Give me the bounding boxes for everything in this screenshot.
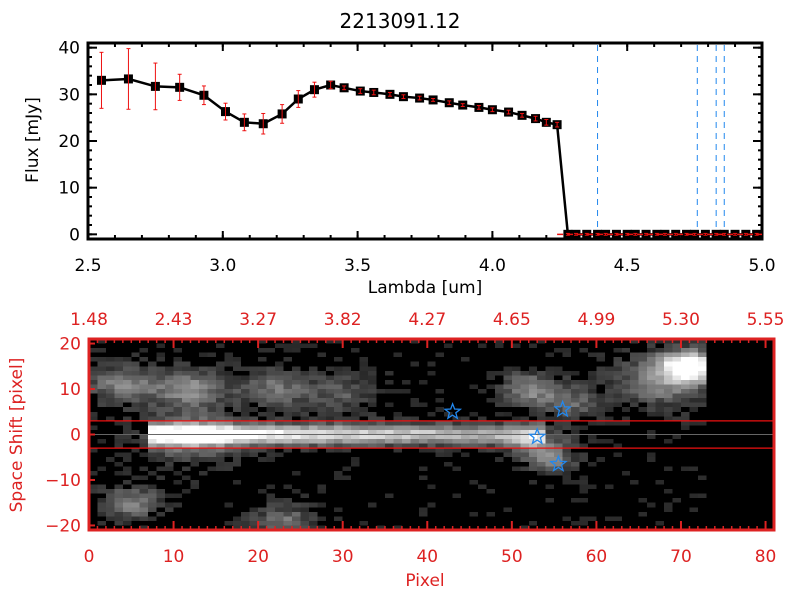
y-tick-label: 10 [59,380,81,400]
x-tick-label: 4.0 [479,256,506,276]
top-wavelength-tick-label: 2.43 [155,310,193,330]
x-tick-label: 10 [163,547,185,567]
y-axis-label: Space Shift [pixel] [7,358,27,513]
x-tick-label: 20 [247,547,269,567]
y-tick-label: 20 [59,335,81,355]
y-tick-label: −20 [45,516,81,536]
top-wavelength-tick-label: 4.65 [493,310,531,330]
x-tick-label: 50 [501,547,523,567]
x-tick-label: 2.5 [74,256,101,276]
y-axis-label: Flux [mJy] [23,97,43,183]
y-tick-label: 0 [70,426,81,446]
top-wavelength-tick-label: 5.30 [662,310,700,330]
source-star-marker [553,399,572,418]
x-tick-label: 4.5 [614,256,641,276]
y-tick-label: −10 [45,471,81,491]
top-wavelength-tick-label: 3.82 [324,310,362,330]
y-tick-label: 10 [58,179,80,199]
x-tick-label: 3.5 [344,256,371,276]
y-tick-label: 40 [58,39,80,59]
x-tick-label: 30 [332,547,354,567]
x-axis-label: Lambda [um] [368,278,482,298]
source-star-marker [548,454,568,473]
x-axis-label: Pixel [405,571,444,591]
source-star-marker [443,401,463,420]
y-tick-label: 20 [58,132,80,152]
top-wavelength-tick-label: 4.99 [577,310,615,330]
x-tick-label: 60 [586,547,608,567]
y-tick-label: 30 [58,85,80,105]
x-tick-label: 5.0 [748,256,775,276]
x-tick-label: 70 [670,547,692,567]
x-tick-label: 40 [416,547,438,567]
y-tick-label: 0 [69,225,80,245]
source-star-marker [527,426,547,445]
top-wavelength-tick-label: 4.27 [408,310,446,330]
x-tick-label: 80 [755,547,777,567]
top-wavelength-tick-label: 3.27 [239,310,277,330]
top-wavelength-tick-label: 5.55 [747,310,785,330]
chart-title: 2213091.12 [340,9,461,33]
top-wavelength-tick-label: 1.48 [70,310,108,330]
x-tick-label: 3.0 [209,256,236,276]
x-tick-label: 0 [84,547,95,567]
